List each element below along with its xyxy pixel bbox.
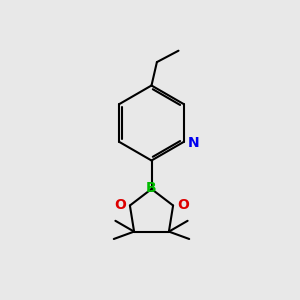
Text: B: B — [146, 182, 157, 195]
Text: O: O — [114, 198, 126, 212]
Text: O: O — [177, 198, 189, 212]
Text: N: N — [188, 136, 200, 150]
